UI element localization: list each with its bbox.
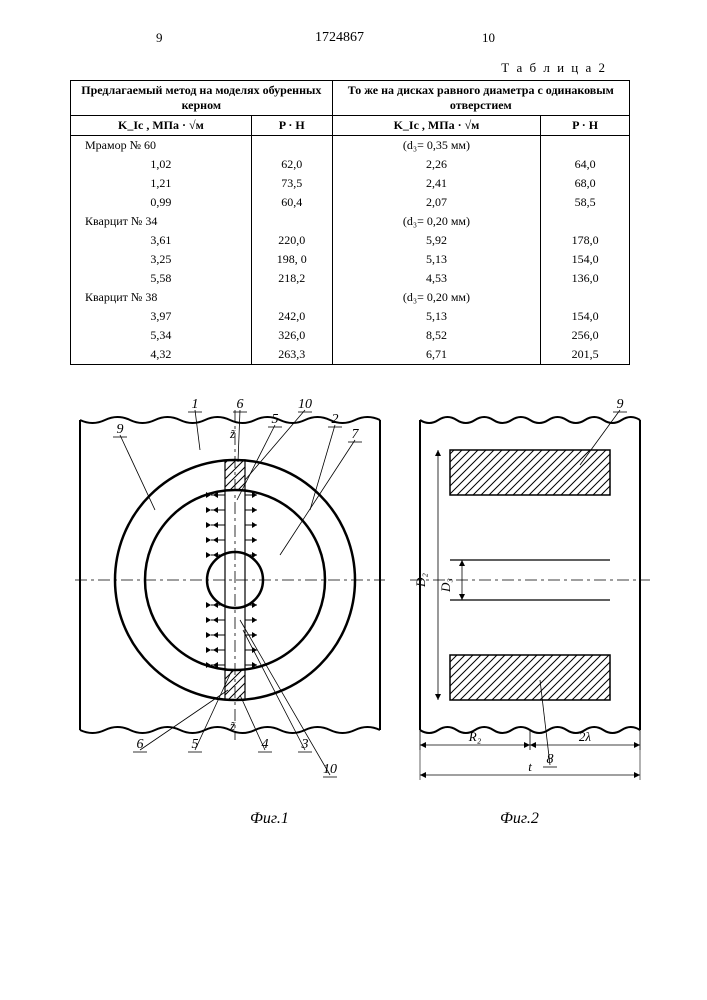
table-cell: 8,52 (332, 326, 541, 345)
table-cell: 2,26 (332, 155, 541, 174)
table-group-note: (d₃= 0,20 мм) (332, 288, 541, 307)
table-cell: 263,3 (251, 345, 332, 365)
page-number-left: 9 (156, 30, 163, 46)
table-cell: 5,34 (71, 326, 252, 345)
table-group-note: (d₃= 0,35 мм) (332, 136, 541, 156)
table-cell: 220,0 (251, 231, 332, 250)
svg-text:10: 10 (323, 762, 337, 777)
table-header-left: Предлагаемый метод на моделях обуренных … (71, 81, 333, 116)
table-cell: 136,0 (541, 269, 630, 288)
svg-text:D₂: D₂ (413, 573, 428, 588)
table-cell: 5,13 (332, 250, 541, 269)
svg-text:t: t (528, 759, 532, 774)
svg-text:8: 8 (547, 752, 554, 767)
table-subheader-k-right: K_Ic , МПа · √м (332, 116, 541, 136)
table-cell: 68,0 (541, 174, 630, 193)
table-cell: 5,58 (71, 269, 252, 288)
table-cell: 62,0 (251, 155, 332, 174)
page-number-right: 10 (482, 30, 495, 46)
table-cell: 1,02 (71, 155, 252, 174)
svg-text:9: 9 (117, 422, 124, 437)
svg-text:7: 7 (352, 427, 360, 442)
table-cell: 326,0 (251, 326, 332, 345)
table-cell: 3,61 (71, 231, 252, 250)
table-cell: 73,5 (251, 174, 332, 193)
table-cell: 58,5 (541, 193, 630, 212)
figure2-caption: Фиг.2 (500, 810, 539, 828)
page: 9 10 1724867 Т а б л и ц а 2 Предлагаемы… (0, 0, 707, 1000)
svg-text:D₃: D₃ (438, 578, 453, 593)
table-cell: 60,4 (251, 193, 332, 212)
table-cell: 154,0 (541, 307, 630, 326)
table-cell: 154,0 (541, 250, 630, 269)
svg-text:9: 9 (617, 397, 624, 412)
table-group-title: Мрамор № 60 (71, 136, 252, 156)
svg-text:10: 10 (298, 397, 312, 412)
table-cell: 3,97 (71, 307, 252, 326)
svg-text:1: 1 (192, 397, 199, 412)
table-cell: 242,0 (251, 307, 332, 326)
figures-area: 16105279654310z̃z̃D₂D₃R₂2λt98 Фиг.1 Фиг.… (60, 380, 660, 825)
table-cell: 218,2 (251, 269, 332, 288)
table-cell: 2,07 (332, 193, 541, 212)
data-table: Предлагаемый метод на моделях обуренных … (70, 80, 630, 365)
table-label: Т а б л и ц а 2 (501, 60, 607, 76)
table-cell: 178,0 (541, 231, 630, 250)
table-subheader-p-right: P · H (541, 116, 630, 136)
figures-svg: 16105279654310z̃z̃D₂D₃R₂2λt98 (60, 380, 660, 820)
table-cell: 2,41 (332, 174, 541, 193)
svg-text:6: 6 (137, 737, 144, 752)
table-cell: 0,99 (71, 193, 252, 212)
table-cell: 1,21 (71, 174, 252, 193)
figure1-caption: Фиг.1 (250, 810, 289, 828)
table-cell: 4,53 (332, 269, 541, 288)
table-subheader-k-left: K_Ic , МПа · √м (71, 116, 252, 136)
svg-text:5: 5 (192, 737, 199, 752)
svg-text:4: 4 (262, 737, 269, 752)
table-cell: 201,5 (541, 345, 630, 365)
table-header-right: То же на дисках равного диаметра с одина… (332, 81, 629, 116)
table-group-title: Кварцит № 34 (71, 212, 252, 231)
svg-text:2: 2 (332, 412, 339, 427)
svg-text:5: 5 (272, 412, 279, 427)
table-cell: 64,0 (541, 155, 630, 174)
table-group-note: (d₃= 0,20 мм) (332, 212, 541, 231)
table-cell: 198, 0 (251, 250, 332, 269)
table-cell: 5,92 (332, 231, 541, 250)
svg-text:R₂: R₂ (468, 729, 482, 744)
svg-text:2λ: 2λ (579, 729, 592, 744)
table-cell: 4,32 (71, 345, 252, 365)
table-cell: 6,71 (332, 345, 541, 365)
svg-text:3: 3 (301, 737, 309, 752)
table-cell: 3,25 (71, 250, 252, 269)
table-group-title: Кварцит № 38 (71, 288, 252, 307)
table-cell: 5,13 (332, 307, 541, 326)
document-number: 1724867 (315, 30, 364, 46)
table-subheader-p-left: P · H (251, 116, 332, 136)
svg-text:6: 6 (237, 397, 244, 412)
table-cell: 256,0 (541, 326, 630, 345)
